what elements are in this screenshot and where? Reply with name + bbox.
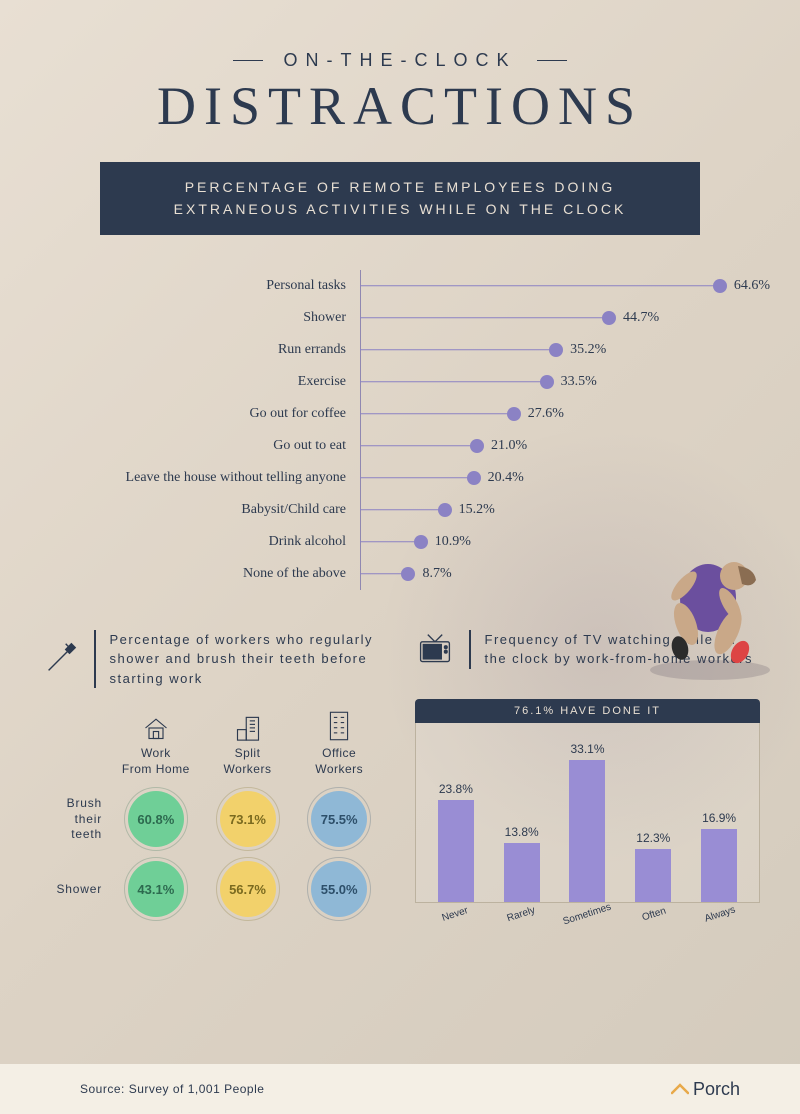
lollipop-row: Babysit/Child care 15.2% <box>40 494 750 526</box>
tv-bar-value: 13.8% <box>505 825 539 839</box>
infographic-container: ON-THE-CLOCK DISTRACTIONS PERCENTAGE OF … <box>0 0 800 950</box>
lollipop-row: None of the above 8.7% <box>40 558 750 590</box>
building-icon <box>110 708 202 742</box>
hygiene-section: Percentage of workers who regularly show… <box>40 630 385 920</box>
lollipop-row: Go out to eat 21.0% <box>40 430 750 462</box>
tv-title: Frequency of TV watching while on the cl… <box>485 630 761 669</box>
tv-bar: 16.9% <box>691 811 747 901</box>
lollipop-value: 8.7% <box>422 566 451 582</box>
lollipop-value: 10.9% <box>435 534 471 550</box>
tv-bar-label: Always <box>691 900 748 928</box>
lollipop-label: Go out to eat <box>40 438 360 454</box>
footer: Source: Survey of 1,001 People Porch <box>0 1064 800 1114</box>
porch-logo: Porch <box>671 1079 740 1100</box>
lollipop-label: None of the above <box>40 566 360 582</box>
lollipop-dot <box>467 471 481 485</box>
lollipop-value: 21.0% <box>491 438 527 454</box>
hygiene-circle: 73.1% <box>220 791 276 847</box>
hygiene-col-head: SplitWorkers <box>202 708 294 777</box>
lollipop-value: 35.2% <box>570 342 606 358</box>
lollipop-chart: Personal tasks64.6% Shower 44.7% Run errand… <box>40 270 750 590</box>
tv-bar-value: 23.8% <box>439 782 473 796</box>
tv-bar: 12.3% <box>625 831 681 902</box>
lollipop-row: Run errands 35.2% <box>40 334 750 366</box>
lollipop-label: Shower <box>40 310 360 326</box>
lollipop-dot <box>414 535 428 549</box>
subtitle-banner: PERCENTAGE OF REMOTE EMPLOYEES DOING EXT… <box>100 162 700 235</box>
hygiene-row: Shower 43.1% 56.7% 55.0% <box>40 861 385 917</box>
tv-bar-value: 33.1% <box>570 742 604 756</box>
lollipop-value: 44.7% <box>623 310 659 326</box>
lollipop-dot <box>401 567 415 581</box>
lollipop-label: Drink alcohol <box>40 534 360 550</box>
lollipop-dot <box>713 279 727 293</box>
lollipop-label: Go out for coffee <box>40 406 360 422</box>
hygiene-circle: 43.1% <box>128 861 184 917</box>
lollipop-dot <box>438 503 452 517</box>
lollipop-dot <box>549 343 563 357</box>
hygiene-circle: 60.8% <box>128 791 184 847</box>
tv-banner: 76.1% HAVE DONE IT <box>415 699 760 723</box>
lollipop-dot <box>540 375 554 389</box>
tv-bar-chart: 76.1% HAVE DONE IT 23.8% 13.8% 33.1% 12.3% 1… <box>415 689 760 920</box>
hygiene-col-head: OfficeWorkers <box>293 708 385 777</box>
hygiene-circle: 75.5% <box>311 791 367 847</box>
lollipop-row: Personal tasks64.6% <box>40 270 750 302</box>
building-icon <box>293 708 385 742</box>
hygiene-row-label: Shower <box>40 882 110 898</box>
main-title: DISTRACTIONS <box>40 75 760 137</box>
hygiene-col-head: WorkFrom Home <box>110 708 202 777</box>
lollipop-label: Personal tasks <box>40 278 360 294</box>
tv-bar: 13.8% <box>494 825 550 902</box>
hygiene-row: Brushtheir teeth 60.8% 73.1% 75.5% <box>40 791 385 847</box>
hygiene-title: Percentage of workers who regularly show… <box>110 630 386 689</box>
bottom-sections: Percentage of workers who regularly show… <box>40 630 760 920</box>
lollipop-row: Drink alcohol 10.9% <box>40 526 750 558</box>
tv-bar-value: 12.3% <box>636 831 670 845</box>
pretitle: ON-THE-CLOCK <box>40 50 760 71</box>
hygiene-table: WorkFrom HomeSplitWorkersOfficeWorkers B… <box>40 708 385 917</box>
tv-bar: 23.8% <box>428 782 484 902</box>
tv-bar-label: Rarely <box>493 900 550 928</box>
hygiene-row-label: Brushtheir teeth <box>40 796 110 843</box>
lollipop-row: Shower 44.7% <box>40 302 750 334</box>
lollipop-dot <box>602 311 616 325</box>
hygiene-circle: 55.0% <box>311 861 367 917</box>
lollipop-row: Exercise 33.5% <box>40 366 750 398</box>
lollipop-value: 20.4% <box>488 470 524 486</box>
tv-bar-label: Sometimes <box>559 900 616 928</box>
lollipop-dot <box>507 407 521 421</box>
lollipop-value: 27.6% <box>528 406 564 422</box>
tv-bar-label: Never <box>427 900 484 928</box>
tv-bar-label: Often <box>625 900 682 928</box>
building-icon <box>202 708 294 742</box>
lollipop-value: 64.6% <box>734 278 770 294</box>
lollipop-label: Exercise <box>40 374 360 390</box>
tv-bar-value: 16.9% <box>702 811 736 825</box>
lollipop-row: Leave the house without telling anyone 20… <box>40 462 750 494</box>
hygiene-circle: 56.7% <box>220 861 276 917</box>
tv-icon <box>415 630 455 669</box>
toothbrush-icon <box>40 630 80 689</box>
lollipop-value: 33.5% <box>561 374 597 390</box>
lollipop-label: Run errands <box>40 342 360 358</box>
lollipop-value: 15.2% <box>459 502 495 518</box>
tv-section: Frequency of TV watching while on the cl… <box>415 630 760 920</box>
lollipop-label: Babysit/Child care <box>40 502 360 518</box>
header: ON-THE-CLOCK DISTRACTIONS <box>40 50 760 137</box>
lollipop-label: Leave the house without telling anyone <box>40 470 360 486</box>
tv-bar: 33.1% <box>560 742 616 902</box>
lollipop-row: Go out for coffee 27.6% <box>40 398 750 430</box>
lollipop-dot <box>470 439 484 453</box>
source-text: Source: Survey of 1,001 People <box>80 1082 264 1096</box>
